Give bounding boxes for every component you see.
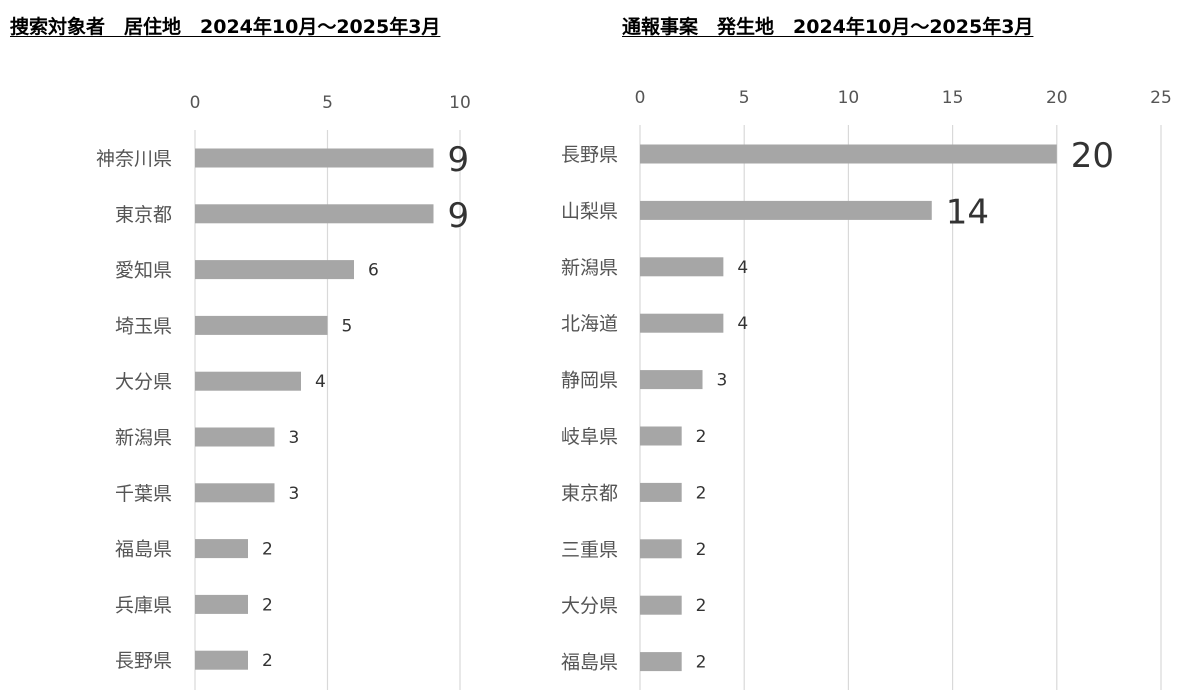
left-bar (195, 483, 275, 503)
right-data-label: 4 (737, 314, 748, 334)
chart-left: 0 5 10 神奈川県 9 東京都 9 愛知県 6 埼玉県 5 大分県 4 新潟県 3 千葉県 3 福島県 2 兵庫県… (96, 93, 471, 690)
right-bar (640, 144, 1057, 164)
right-data-label: 2 (696, 427, 707, 447)
right-category-label: 東京都 (561, 482, 618, 504)
left-category-label: 千葉県 (115, 483, 172, 505)
right-category-label: 長野県 (561, 144, 618, 166)
right-x-tick-label: 10 (838, 88, 860, 108)
left-category-label: 埼玉県 (115, 315, 172, 337)
right-data-label: 2 (696, 653, 707, 673)
right-x-tick-label: 5 (739, 88, 750, 108)
left-category-label: 新潟県 (115, 427, 172, 449)
chart-title-right: 通報事案 発生地 2024年10月～2025年3月 (622, 16, 1034, 38)
left-bar (195, 427, 275, 447)
left-data-label: 3 (289, 484, 300, 504)
left-category-label: 大分県 (115, 371, 172, 393)
left-data-label: 2 (262, 595, 273, 615)
left-data-label: 2 (262, 651, 273, 671)
right-data-label: 20 (1071, 136, 1114, 176)
right-bar (640, 426, 682, 446)
right-category-label: 山梨県 (561, 200, 618, 222)
right-x-tick-label: 0 (635, 88, 646, 108)
left-category-label: 兵庫県 (115, 594, 172, 616)
right-category-label: 北海道 (561, 313, 618, 335)
left-bar (195, 594, 248, 614)
right-bar (640, 257, 724, 277)
left-x-tick-label: 0 (190, 93, 201, 113)
right-bar (640, 200, 932, 220)
left-data-label: 9 (448, 196, 470, 236)
left-category-label: 東京都 (115, 204, 172, 226)
left-data-label: 3 (289, 428, 300, 448)
right-category-label: 新潟県 (561, 257, 618, 279)
chart-right: 0 5 10 15 20 25 長野県 20 山梨県 14 新潟県 4 北海道 4 静岡県 3 岐阜県 2 東京都 2… (561, 88, 1172, 690)
left-category-label: 福島県 (115, 539, 172, 561)
right-bar (640, 370, 703, 390)
left-data-label: 5 (342, 316, 353, 336)
right-data-label: 4 (737, 258, 748, 278)
right-bar (640, 313, 724, 333)
right-bar (640, 595, 682, 615)
left-x-tick-label: 10 (449, 93, 471, 113)
left-category-label: 長野県 (115, 650, 172, 672)
right-bar (640, 482, 682, 502)
right-category-label: 福島県 (561, 652, 618, 674)
left-data-label: 2 (262, 540, 273, 560)
left-bar (195, 204, 434, 224)
left-bar (195, 539, 248, 559)
left-bar (195, 148, 434, 168)
right-data-label: 2 (696, 540, 707, 560)
left-bar (195, 371, 301, 391)
right-bar (640, 652, 682, 672)
left-data-label: 9 (448, 140, 470, 180)
left-category-label: 愛知県 (115, 260, 172, 282)
right-category-label: 岐阜県 (561, 426, 618, 448)
right-data-label: 2 (696, 596, 707, 616)
right-data-label: 3 (717, 371, 728, 391)
chart-title-left: 捜索対象者 居住地 2024年10月～2025年3月 (10, 16, 441, 38)
right-x-tick-label: 20 (1046, 88, 1068, 108)
right-category-label: 静岡県 (561, 370, 618, 392)
right-bar (640, 539, 682, 559)
left-x-tick-label: 5 (322, 93, 333, 113)
left-data-label: 6 (368, 261, 379, 281)
right-data-label: 14 (946, 192, 989, 232)
left-data-label: 4 (315, 372, 326, 392)
right-x-tick-label: 25 (1150, 88, 1172, 108)
right-x-tick-label: 15 (942, 88, 964, 108)
right-category-label: 三重県 (561, 539, 618, 561)
right-category-label: 大分県 (561, 595, 618, 617)
left-bar (195, 315, 328, 335)
left-bar (195, 650, 248, 670)
left-bar (195, 260, 354, 280)
left-category-label: 神奈川県 (96, 148, 172, 170)
right-data-label: 2 (696, 483, 707, 503)
